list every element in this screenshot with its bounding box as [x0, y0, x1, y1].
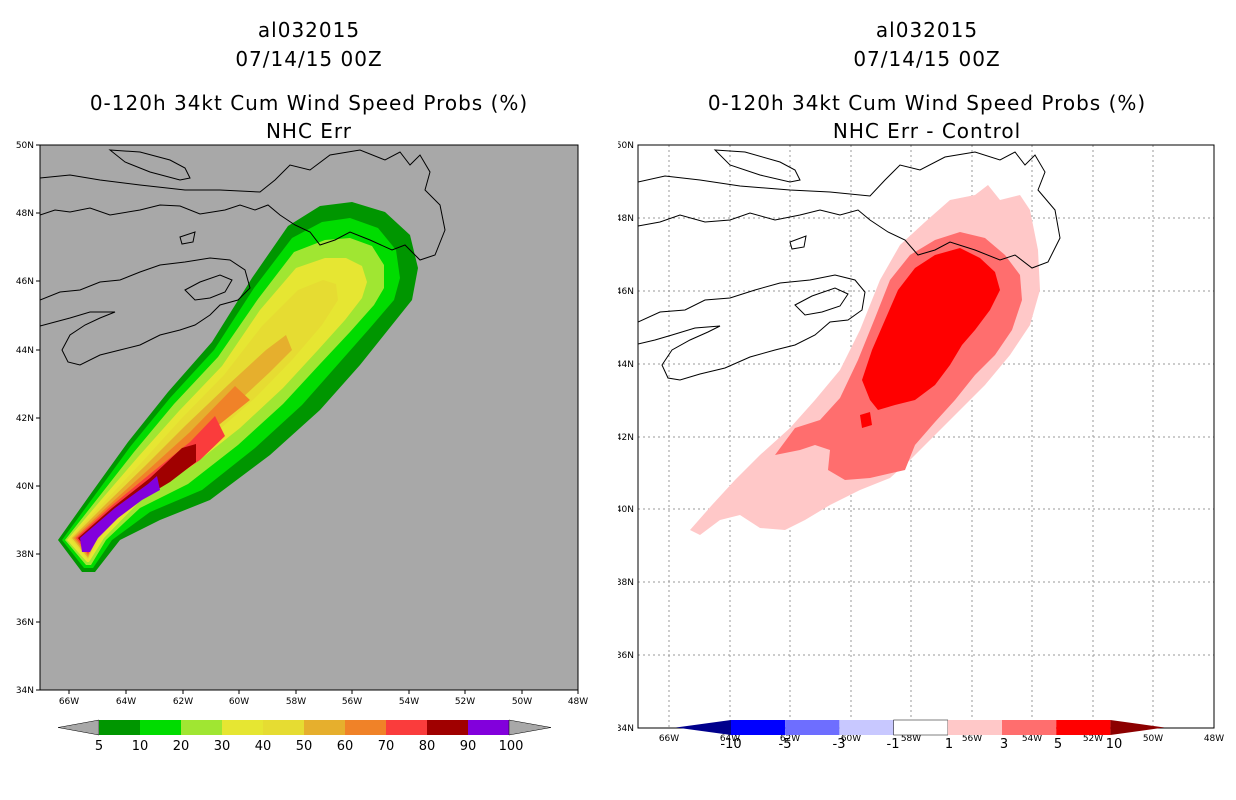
right-cbar-label: 10 — [1106, 737, 1123, 752]
left-cbar-label: 50 — [296, 739, 313, 754]
right-title-line2: 07/14/15 00Z — [853, 47, 1001, 71]
colorbar-swatch — [140, 720, 181, 735]
left-cbar-label: 70 — [378, 739, 395, 754]
right-xtick: 64W — [720, 734, 740, 744]
colorbar-swatch — [785, 720, 840, 735]
left-ytick: 44N — [16, 346, 34, 356]
left-xtick: 60W — [229, 697, 249, 707]
left-cbar-label: 20 — [173, 739, 190, 754]
left-xtick: 48W — [568, 697, 588, 707]
right-ytick: 36N — [618, 651, 634, 661]
colorbar-endcap-high — [508, 719, 552, 736]
left-cbar-label: 5 — [95, 739, 103, 754]
left-ytick: 46N — [16, 277, 34, 287]
right-xtick: 58W — [901, 734, 921, 744]
colorbar-swatch — [345, 720, 386, 735]
right-ytick: 42N — [618, 433, 634, 443]
left-xtick: 64W — [116, 697, 136, 707]
colorbar-endcap-low — [676, 720, 731, 735]
right-chart: 34N 36N 38N 40N 42N 44N 46N 48N 50N 66W … — [618, 141, 1224, 752]
right-cbar-label: -10 — [720, 737, 741, 752]
colorbar-swatch — [1056, 720, 1111, 735]
right-cbar-label: 1 — [945, 737, 953, 752]
right-cbar-label: 5 — [1054, 737, 1062, 752]
colorbar-swatch — [1002, 720, 1057, 735]
right-cbar-label: -5 — [779, 737, 792, 752]
right-xtick: 56W — [962, 734, 982, 744]
colorbar-swatch — [386, 720, 427, 735]
left-xtick: 62W — [173, 697, 193, 707]
right-ytick: 50N — [618, 141, 634, 151]
left-cbar-label: 10 — [132, 739, 149, 754]
left-coastline — [40, 149, 446, 366]
left-ticks — [36, 144, 579, 694]
left-cbar-label: 60 — [337, 739, 354, 754]
right-coastline — [638, 149, 1061, 381]
left-xtick: 52W — [455, 697, 475, 707]
left-title-line1: al032015 — [257, 18, 361, 42]
right-title-line4: NHC Err - Control — [832, 119, 1022, 143]
colorbar-endcap-high — [1110, 720, 1165, 735]
right-xtick: 62W — [780, 734, 800, 744]
colorbar-swatch — [263, 720, 304, 735]
left-ytick: 36N — [16, 618, 34, 628]
right-ytick: 48N — [618, 214, 634, 224]
left-chart: 66W 64W 62W 60W 58W 56W 54W 52W 50W 48W … — [16, 141, 588, 754]
left-ytick: 48N — [16, 209, 34, 219]
right-ytick: 46N — [618, 287, 634, 297]
colorbar-swatch — [222, 720, 263, 735]
colorbar-swatch — [839, 720, 894, 735]
right-ytick: 40N — [618, 505, 634, 515]
left-cbar-label: 100 — [499, 739, 524, 754]
colorbar-swatch — [731, 720, 786, 735]
right-xtick: 52W — [1083, 734, 1103, 744]
left-ytick: 34N — [16, 686, 34, 696]
right-title-line3: 0-120h 34kt Cum Wind Speed Probs (%) — [707, 91, 1147, 115]
right-cbar-label: -3 — [833, 737, 846, 752]
right-title-line1: al032015 — [875, 18, 979, 42]
left-title-line4: NHC Err — [265, 119, 353, 143]
left-xtick: 56W — [342, 697, 362, 707]
left-xtick: 50W — [512, 697, 532, 707]
left-xtick: 54W — [399, 697, 419, 707]
right-ytick: 38N — [618, 578, 634, 588]
right-ytick: 44N — [618, 360, 634, 370]
left-cbar-label: 30 — [214, 739, 231, 754]
right-xtick: 50W — [1143, 734, 1163, 744]
diff-5-10 — [862, 248, 1000, 410]
left-title-line2: 07/14/15 00Z — [235, 47, 383, 71]
band-90 — [80, 476, 160, 552]
colorbar-swatch — [304, 720, 345, 735]
colorbar-swatch — [947, 720, 1002, 735]
left-title-line3: 0-120h 34kt Cum Wind Speed Probs (%) — [89, 91, 529, 115]
right-xtick: 54W — [1022, 734, 1042, 744]
left-ytick: 40N — [16, 482, 34, 492]
left-xtick: 66W — [59, 697, 79, 707]
colorbar-swatch — [893, 719, 949, 736]
right-xtick: 66W — [659, 734, 679, 744]
left-cbar-label: 40 — [255, 739, 272, 754]
left-cbar-label: 90 — [460, 739, 477, 754]
left-colorbar — [57, 719, 552, 736]
colorbar-swatch — [468, 720, 509, 735]
right-ytick: 34N — [618, 724, 634, 734]
left-ytick: 42N — [16, 414, 34, 424]
right-xtick: 48W — [1204, 734, 1224, 744]
diff-5-10-small — [860, 412, 872, 428]
colorbar-endcap-low — [57, 719, 100, 736]
right-colorbar — [676, 719, 1165, 736]
right-cbar-label: -1 — [887, 737, 900, 752]
left-xtick: 58W — [286, 697, 306, 707]
colorbar-swatch — [99, 720, 140, 735]
colorbar-swatch — [181, 720, 222, 735]
right-cbar-label: 3 — [1000, 737, 1008, 752]
right-xtick: 60W — [841, 734, 861, 744]
left-cbar-label: 80 — [419, 739, 436, 754]
left-ytick: 38N — [16, 550, 34, 560]
colorbar-swatch — [427, 720, 468, 735]
left-ytick: 50N — [16, 141, 34, 151]
